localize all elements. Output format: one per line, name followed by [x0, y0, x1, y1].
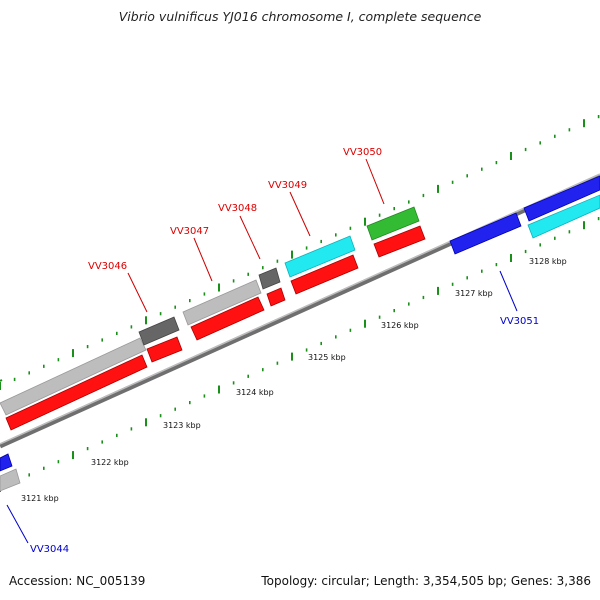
outer-tick-ring [0, 379, 3, 382]
gene-label-vv3046[interactable]: VV3046 [88, 261, 127, 272]
gene-labels: VV3046 VV3047 VV3048 VV3049 VV3050 VV305… [30, 147, 539, 555]
gene-vv3044[interactable] [0, 453, 13, 472]
gene-red-4[interactable] [266, 287, 286, 307]
gene-label-vv3047[interactable]: VV3047 [170, 226, 209, 237]
gene-label-vv3050[interactable]: VV3050 [343, 147, 382, 158]
feature-vv3047-gray[interactable] [182, 279, 262, 326]
feature-vv3046-gray[interactable] [0, 337, 147, 416]
gene-red-3[interactable] [190, 296, 265, 341]
outer-tick-dots [0, 115, 600, 390]
gene-vv3051[interactable] [449, 212, 522, 255]
gene-label-vv3048[interactable]: VV3048 [218, 203, 257, 214]
topology-summary: Topology: circular; Length: 3,354,505 bp… [261, 574, 591, 588]
feature-vv3049-cyan[interactable] [284, 235, 356, 278]
tick-label: 3121 kbp [21, 494, 59, 503]
inner-tick-dots [0, 217, 600, 492]
gene-label-vv3051[interactable]: VV3051 [500, 316, 539, 327]
feature-vv3050-green[interactable] [366, 206, 420, 241]
gene-red-5[interactable] [290, 254, 359, 295]
tick-label: 3128 kbp [529, 257, 567, 266]
feature-vv3048-dark[interactable] [258, 267, 281, 290]
feature-gray-left[interactable] [0, 468, 21, 492]
gene-red-1[interactable] [5, 354, 148, 431]
gene-row-forward [0, 175, 600, 492]
tick-label: 3122 kbp [91, 458, 129, 467]
gene-callouts [6, 158, 518, 544]
tick-label: 3125 kbp [308, 353, 346, 362]
feature-cyan-right[interactable] [527, 194, 600, 239]
accession-text: Accession: NC_005139 [9, 574, 146, 588]
gene-red-2[interactable] [146, 336, 183, 363]
gene-red-6[interactable] [373, 225, 426, 258]
gene-label-vv3044[interactable]: VV3044 [30, 544, 69, 555]
gene-label-vv3049[interactable]: VV3049 [268, 180, 307, 191]
feature-vv3046-dark[interactable] [138, 316, 180, 346]
tick-label: 3124 kbp [236, 388, 274, 397]
tick-labels: 3121 kbp 3122 kbp 3123 kbp 3124 kbp 3125… [21, 257, 567, 503]
gene-row-reverse [5, 225, 426, 431]
tick-label: 3126 kbp [381, 321, 419, 330]
gene-blue-right[interactable] [523, 175, 600, 222]
tick-label: 3127 kbp [455, 289, 493, 298]
feature-row-upper [0, 194, 600, 416]
map-title: Vibrio vulnificus YJ016 chromosome I, co… [118, 9, 482, 24]
tick-label: 3123 kbp [163, 421, 201, 430]
